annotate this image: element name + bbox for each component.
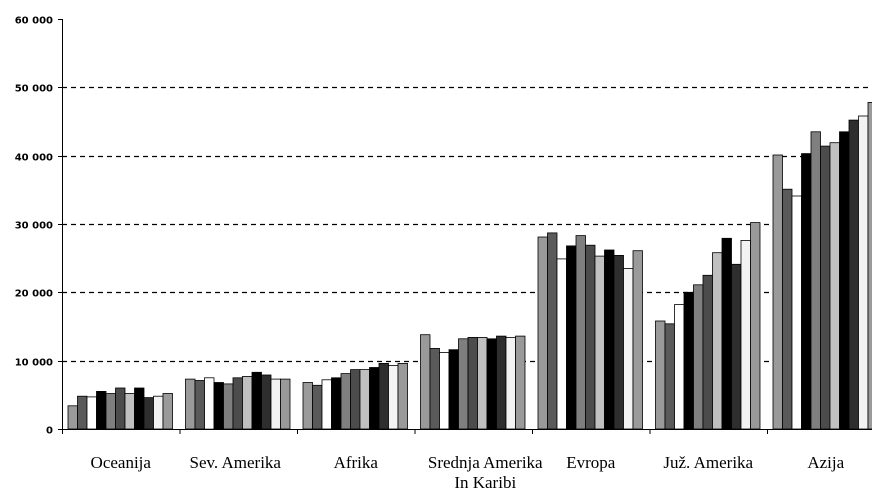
bar xyxy=(388,364,399,430)
bar xyxy=(655,320,666,430)
bar xyxy=(86,396,97,430)
x-category-label: Afrika xyxy=(334,453,379,472)
y-axis-ticks: 0 10 000 20 000 30 000 40 000 50 000 60 000 xyxy=(15,16,62,437)
bar xyxy=(458,338,469,430)
bar xyxy=(420,334,431,430)
bar xyxy=(213,382,224,430)
bar xyxy=(115,387,126,430)
bar xyxy=(448,349,459,430)
bar xyxy=(604,249,615,430)
x-axis-categories: Oceanija Sev. Amerika Afrika Srednja Amerik… xyxy=(62,429,845,492)
bar xyxy=(350,369,361,430)
bar xyxy=(782,188,793,430)
bar xyxy=(674,304,685,430)
bar xyxy=(820,145,831,430)
bar xyxy=(632,250,643,430)
y-tick-label: 20 000 xyxy=(15,289,53,300)
bar xyxy=(585,244,596,430)
bar xyxy=(312,384,323,430)
bar xyxy=(801,153,812,430)
bar xyxy=(839,131,850,430)
x-category-label: Azija xyxy=(807,453,844,472)
bar xyxy=(829,142,840,430)
bar xyxy=(702,274,713,430)
bar xyxy=(204,377,215,430)
y-tick-label: 60 000 xyxy=(15,16,53,27)
bar xyxy=(439,352,450,430)
y-tick-label: 10 000 xyxy=(15,358,53,369)
x-category-label: Juž. Amerika xyxy=(663,453,753,472)
bar xyxy=(67,405,78,430)
bar xyxy=(594,255,605,430)
bar xyxy=(810,131,821,430)
bar xyxy=(848,119,859,430)
bar xyxy=(96,390,107,430)
bar xyxy=(858,115,869,430)
bar xyxy=(331,377,342,430)
bar xyxy=(261,374,272,430)
bar xyxy=(791,195,802,430)
bar xyxy=(683,291,694,430)
bar xyxy=(242,375,253,430)
bar xyxy=(134,387,145,430)
bar xyxy=(270,378,281,430)
bar xyxy=(153,395,164,430)
bar xyxy=(664,323,675,430)
bar xyxy=(429,347,440,430)
x-category-label: Srednja Amerika xyxy=(428,453,543,472)
bar xyxy=(496,335,507,430)
bar xyxy=(185,378,196,430)
bar xyxy=(721,237,732,430)
x-category-label: Sev. Amerika xyxy=(190,453,282,472)
bar xyxy=(556,258,567,430)
y-tick-label: 0 xyxy=(46,426,53,437)
bar xyxy=(505,336,516,430)
bar xyxy=(547,232,558,430)
bars-group xyxy=(67,102,872,430)
bar xyxy=(162,393,173,430)
y-tick-label: 40 000 xyxy=(15,153,53,164)
bar xyxy=(223,383,234,430)
y-tick-label: 50 000 xyxy=(15,84,53,95)
bar xyxy=(340,373,351,430)
bar xyxy=(359,369,370,430)
bar xyxy=(693,284,704,430)
bar xyxy=(378,362,389,430)
y-tick-label: 30 000 xyxy=(15,221,53,232)
bar xyxy=(397,362,408,430)
bar xyxy=(486,338,497,430)
bar xyxy=(772,154,783,430)
bar xyxy=(575,235,586,430)
bar xyxy=(302,382,313,430)
x-category-label: Oceanija xyxy=(91,453,152,472)
bar xyxy=(712,252,723,430)
bar xyxy=(750,222,761,430)
bar xyxy=(369,367,380,430)
bar xyxy=(537,236,548,430)
bar xyxy=(143,397,154,430)
bar xyxy=(867,102,872,430)
bar xyxy=(613,254,624,430)
bar xyxy=(77,395,88,430)
bar xyxy=(232,377,243,430)
bar xyxy=(515,335,526,430)
bar xyxy=(124,393,135,430)
bar xyxy=(280,378,291,430)
bar xyxy=(477,336,488,430)
bar xyxy=(321,379,332,430)
bar xyxy=(623,267,634,430)
bar xyxy=(251,371,262,430)
bar xyxy=(740,239,751,430)
bar xyxy=(731,263,742,430)
x-category-label: Evropa xyxy=(566,453,616,472)
axes xyxy=(62,19,872,430)
bar xyxy=(105,393,116,430)
x-category-label: In Karibi xyxy=(454,473,516,492)
bar xyxy=(194,380,205,430)
bar xyxy=(467,336,478,430)
bar xyxy=(566,245,577,430)
